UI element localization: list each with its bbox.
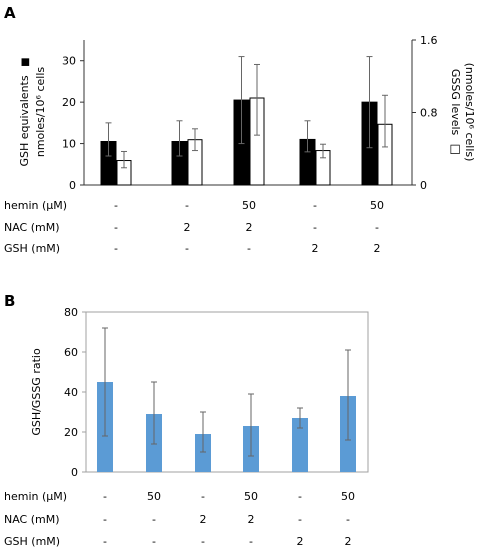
condition-row-label: NAC (mM) xyxy=(4,221,60,234)
panel-b-axis-title: GSH/GSSG ratio xyxy=(30,348,43,436)
errorbar-ratio-1 xyxy=(102,327,108,437)
right-tick-label: 1.6 xyxy=(420,34,438,47)
condition-cell: - xyxy=(313,221,317,234)
panel-a: A 0 10 20 30 0 0.8 1.6 GSH equivalents ■ nmol… xyxy=(4,4,476,255)
errorbar-gssg-1 xyxy=(121,150,127,169)
condition-cell: - xyxy=(152,535,156,548)
errorbar-gssg-2 xyxy=(192,128,198,152)
left-tick-label: 20 xyxy=(62,96,76,109)
tick-label: 20 xyxy=(64,426,78,439)
condition-cell: - xyxy=(114,221,118,234)
errorbar-gssg-3 xyxy=(254,63,260,136)
errorbar-gssg-5 xyxy=(382,94,388,148)
condition-row-label: hemin (μM) xyxy=(4,199,67,212)
panel-b-condition-table: hemin (μM) - 50 - 50 - 50 NAC (mM) - - 2 2 - - GSH (mM… xyxy=(4,490,355,548)
condition-cell: 2 xyxy=(312,242,319,255)
errorbar-ratio-3 xyxy=(200,411,206,453)
condition-cell: - xyxy=(201,535,205,548)
tick-label: 40 xyxy=(64,386,78,399)
panel-b-marks xyxy=(97,327,356,472)
condition-cell: 2 xyxy=(246,221,253,234)
condition-cell: 2 xyxy=(248,513,255,526)
panel-a-left-axis-title: GSH equivalents ■ xyxy=(18,57,31,166)
condition-cell: - xyxy=(201,490,205,503)
errorbar-ratio-4 xyxy=(248,393,254,457)
condition-cell: - xyxy=(152,513,156,526)
condition-cell: 2 xyxy=(184,221,191,234)
condition-cell: 50 xyxy=(341,490,355,503)
condition-cell: 2 xyxy=(374,242,381,255)
condition-row-label: GSH (mM) xyxy=(4,535,60,548)
condition-cell: 50 xyxy=(244,490,258,503)
condition-cell: - xyxy=(298,513,302,526)
tick-label: 0 xyxy=(71,466,78,479)
errorbar-gssg-4 xyxy=(320,143,326,159)
condition-cell: - xyxy=(346,513,350,526)
errorbar-ratio-5 xyxy=(297,407,303,429)
errorbar-gsh-1 xyxy=(105,122,112,157)
condition-cell: 50 xyxy=(147,490,161,503)
condition-cell: - xyxy=(185,199,189,212)
errorbar-ratio-2 xyxy=(151,381,157,445)
condition-cell: - xyxy=(298,490,302,503)
left-tick-label: 0 xyxy=(69,179,76,192)
tick-label: 60 xyxy=(64,346,78,359)
errorbar-gsh-3 xyxy=(238,56,245,145)
condition-cell: 2 xyxy=(200,513,207,526)
panel-a-right-ticks: 0 0.8 1.6 xyxy=(412,34,438,192)
right-tick-label: 0.8 xyxy=(420,107,438,120)
condition-cell: - xyxy=(114,199,118,212)
panel-b-ticks: 0 20 40 60 80 xyxy=(64,306,86,479)
left-tick-label: 10 xyxy=(62,138,76,151)
panel-a-condition-table: hemin (μM) - - 50 - 50 NAC (mM) - 2 2 - - GSH (mM) - -… xyxy=(4,199,384,255)
condition-cell: - xyxy=(114,242,118,255)
panel-a-left-ticks: 0 10 20 30 xyxy=(62,55,84,192)
panel-a-right-axis-title: GSSG levels □ xyxy=(449,69,463,155)
condition-cell: - xyxy=(375,221,379,234)
condition-cell: 50 xyxy=(242,199,256,212)
condition-row-label: NAC (mM) xyxy=(4,513,60,526)
condition-cell: - xyxy=(103,535,107,548)
panel-b-plot-frame xyxy=(85,311,369,473)
errorbar-gsh-5 xyxy=(366,56,373,149)
condition-cell: - xyxy=(313,199,317,212)
condition-cell: - xyxy=(103,513,107,526)
panel-b: B 0 20 40 60 80 GSH/GSSG ratio hemin (μM) - 50… xyxy=(4,292,369,548)
condition-cell: 2 xyxy=(345,535,352,548)
bar-ratio-3 xyxy=(195,434,211,472)
condition-row-label: hemin (μM) xyxy=(4,490,67,503)
condition-cell: - xyxy=(103,490,107,503)
panel-a-left-axis-subtitle: nmoles/10⁶ cells xyxy=(34,67,47,158)
right-tick-label: 0 xyxy=(420,179,427,192)
panel-b-letter: B xyxy=(4,292,15,310)
panel-a-right-axis-subtitle: (nmoles/10⁶ cells) xyxy=(463,63,476,162)
bar-ratio-5 xyxy=(292,418,308,472)
condition-cell: - xyxy=(249,535,253,548)
errorbar-ratio-6 xyxy=(345,349,351,441)
condition-row-label: GSH (mM) xyxy=(4,242,60,255)
condition-cell: - xyxy=(247,242,251,255)
condition-cell: 50 xyxy=(370,199,384,212)
panel-a-letter: A xyxy=(4,4,16,22)
errorbar-gsh-4 xyxy=(304,120,311,153)
errorbar-gsh-2 xyxy=(176,120,183,157)
tick-label: 80 xyxy=(64,306,78,319)
left-tick-label: 30 xyxy=(62,55,76,68)
panel-a-marks xyxy=(100,56,393,186)
condition-cell: 2 xyxy=(297,535,304,548)
condition-cell: - xyxy=(185,242,189,255)
